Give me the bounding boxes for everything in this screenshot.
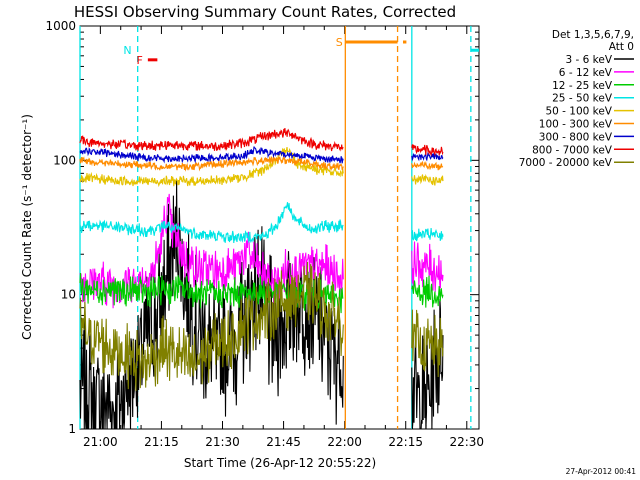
flag-label: F — [137, 54, 143, 67]
series-line — [79, 128, 344, 152]
y-tick-label: 1 — [68, 422, 76, 436]
series-line — [411, 151, 444, 162]
x-tick-label: 21:45 — [266, 435, 301, 449]
x-tick-label: 22:15 — [388, 435, 423, 449]
x-tick-label: 21:00 — [83, 435, 118, 449]
legend-entry-label: 3 - 6 keV — [565, 54, 612, 66]
x-tick-label: 22:00 — [327, 435, 362, 449]
series-line — [411, 161, 444, 171]
series-line — [79, 154, 344, 172]
legend-entry-label: 25 - 50 keV — [552, 93, 613, 105]
flag-bars: NF S — [123, 36, 479, 67]
series-line — [79, 272, 344, 314]
legend-header: Det 1,3,5,6,7,9, — [552, 29, 634, 41]
series-line — [79, 147, 344, 188]
y-axis-label: Corrected Count Rate (s⁻¹ detector⁻¹) — [20, 114, 34, 340]
series-line — [79, 146, 344, 164]
series-line — [411, 241, 444, 292]
legend-entry-label: 12 - 25 keV — [552, 80, 613, 92]
x-axis-label: Start Time (26-Apr-12 20:55:22) — [184, 456, 376, 470]
footer-timestamp: 27-Apr-2012 00:41 — [566, 467, 637, 476]
legend-header: Att 0 — [609, 41, 634, 53]
series-line — [79, 202, 344, 244]
series-line — [411, 309, 444, 378]
legend-entry-label: 800 - 7000 keV — [532, 144, 613, 156]
series-line — [411, 144, 444, 157]
legend-entry-label: 50 - 100 keV — [545, 106, 612, 118]
y-tick-label: 1000 — [45, 19, 76, 33]
legend-entry-label: 100 - 300 keV — [539, 119, 613, 131]
flag-label: N — [123, 44, 131, 57]
series-line — [411, 173, 444, 186]
x-tick-labels: 21:00 21:15 21:30 21:45 22:00 22:15 22:30 — [83, 435, 484, 449]
legend-entry-label: 6 - 12 keV — [559, 67, 613, 79]
series-layer — [79, 128, 444, 430]
x-tick-label: 21:15 — [144, 435, 179, 449]
y-tick-labels: 1 10 100 1000 — [45, 19, 76, 436]
series-line — [411, 228, 444, 242]
axis-ticks — [79, 25, 479, 430]
series-line — [411, 298, 444, 430]
y-tick-label: 100 — [53, 153, 76, 167]
x-tick-label: 22:30 — [449, 435, 484, 449]
y-tick-label: 10 — [61, 288, 76, 302]
legend-entry-label: 300 - 800 keV — [539, 131, 613, 143]
series-line — [79, 261, 344, 391]
flag-label: S — [336, 36, 343, 49]
legend-entry-label: 7000 - 20000 keV — [519, 157, 613, 169]
x-tick-label: 21:30 — [205, 435, 240, 449]
series-line — [411, 275, 444, 308]
chart-title: HESSI Observing Summary Count Rates, Cor… — [74, 3, 456, 21]
